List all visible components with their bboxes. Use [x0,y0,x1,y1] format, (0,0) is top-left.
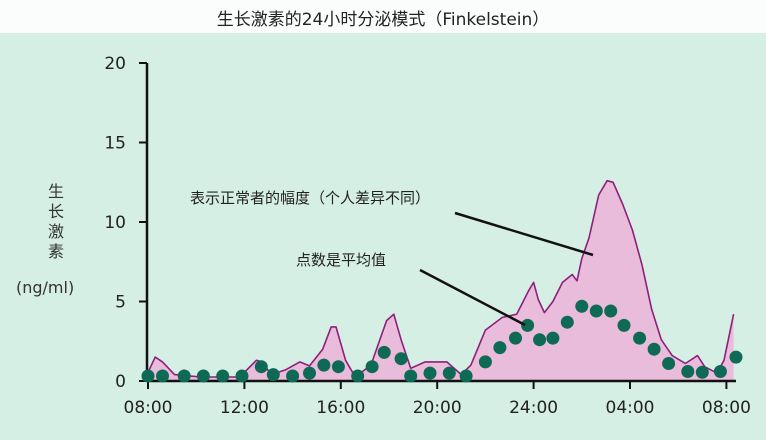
annotation-range-label: 表示正常者的幅度（个人差异不同） [190,189,430,207]
mean-dot [546,331,560,345]
normal-range-line [147,179,735,378]
mean-dot [662,357,676,370]
mean-dot [303,366,316,380]
mean-dot [141,369,155,383]
y-axis-label: 生长激素 [47,182,64,261]
mean-dot [177,369,191,383]
mean-dot [478,355,492,369]
x-tick-label: 16:00 [316,398,365,418]
mean-dot [729,350,743,364]
mean-dot [331,360,345,374]
mean-dot [681,365,695,378]
mean-dot [377,345,391,359]
mean-dot [560,315,574,329]
mean-dot [254,360,268,374]
x-tick-label: 08:00 [124,398,173,418]
mean-dot [509,331,522,345]
normal-range-area [148,180,734,381]
x-tick-label: 12:00 [220,398,269,418]
mean-dot [216,369,230,383]
x-tick-label: 20:00 [413,398,462,418]
x-tick-label: 04:00 [606,398,655,418]
annotation-mean-label: 点数是平均值 [296,251,386,269]
mean-dot [317,358,331,372]
title-bar: 生长激素的24小时分泌模式（Finkelstein） [0,0,766,33]
y-tick-label: 5 [115,293,126,313]
mean-dot [442,366,456,380]
mean-dot [459,369,473,383]
mean-dot [575,299,589,313]
annotation-mean-pointer [419,268,526,327]
mean-dot [493,341,507,355]
mean-dot [533,333,547,347]
mean-dot [713,365,727,378]
mean-dot [521,318,535,332]
chart-title: 生长激素的24小时分泌模式（Finkelstein） [216,10,550,30]
y-tick-label: 0 [115,372,126,392]
x-tick-label: 08:00 [702,398,751,418]
mean-dot [365,360,379,374]
mean-dot [394,352,408,366]
y-tick-label: 15 [104,134,126,154]
mean-dot [286,369,300,383]
mean-dot [266,368,280,382]
x-tick-label: 24:00 [509,398,558,418]
y-axis-unit: (ng/ml) [16,278,75,297]
mean-dot [196,369,210,383]
y-tick-label: 10 [104,213,126,233]
mean-dot [156,369,169,383]
mean-dot [604,304,618,318]
annotation-range-pointer [454,211,594,257]
mean-dot [647,342,661,356]
mean-dot [351,369,365,383]
mean-dot [633,331,647,345]
mean-dot [423,366,437,380]
mean-dot [589,304,603,318]
mean-dot [695,365,709,379]
mean-dot [235,369,249,383]
mean-dot [404,369,418,383]
mean-dot [617,318,631,332]
y-tick-label: 20 [104,54,126,74]
